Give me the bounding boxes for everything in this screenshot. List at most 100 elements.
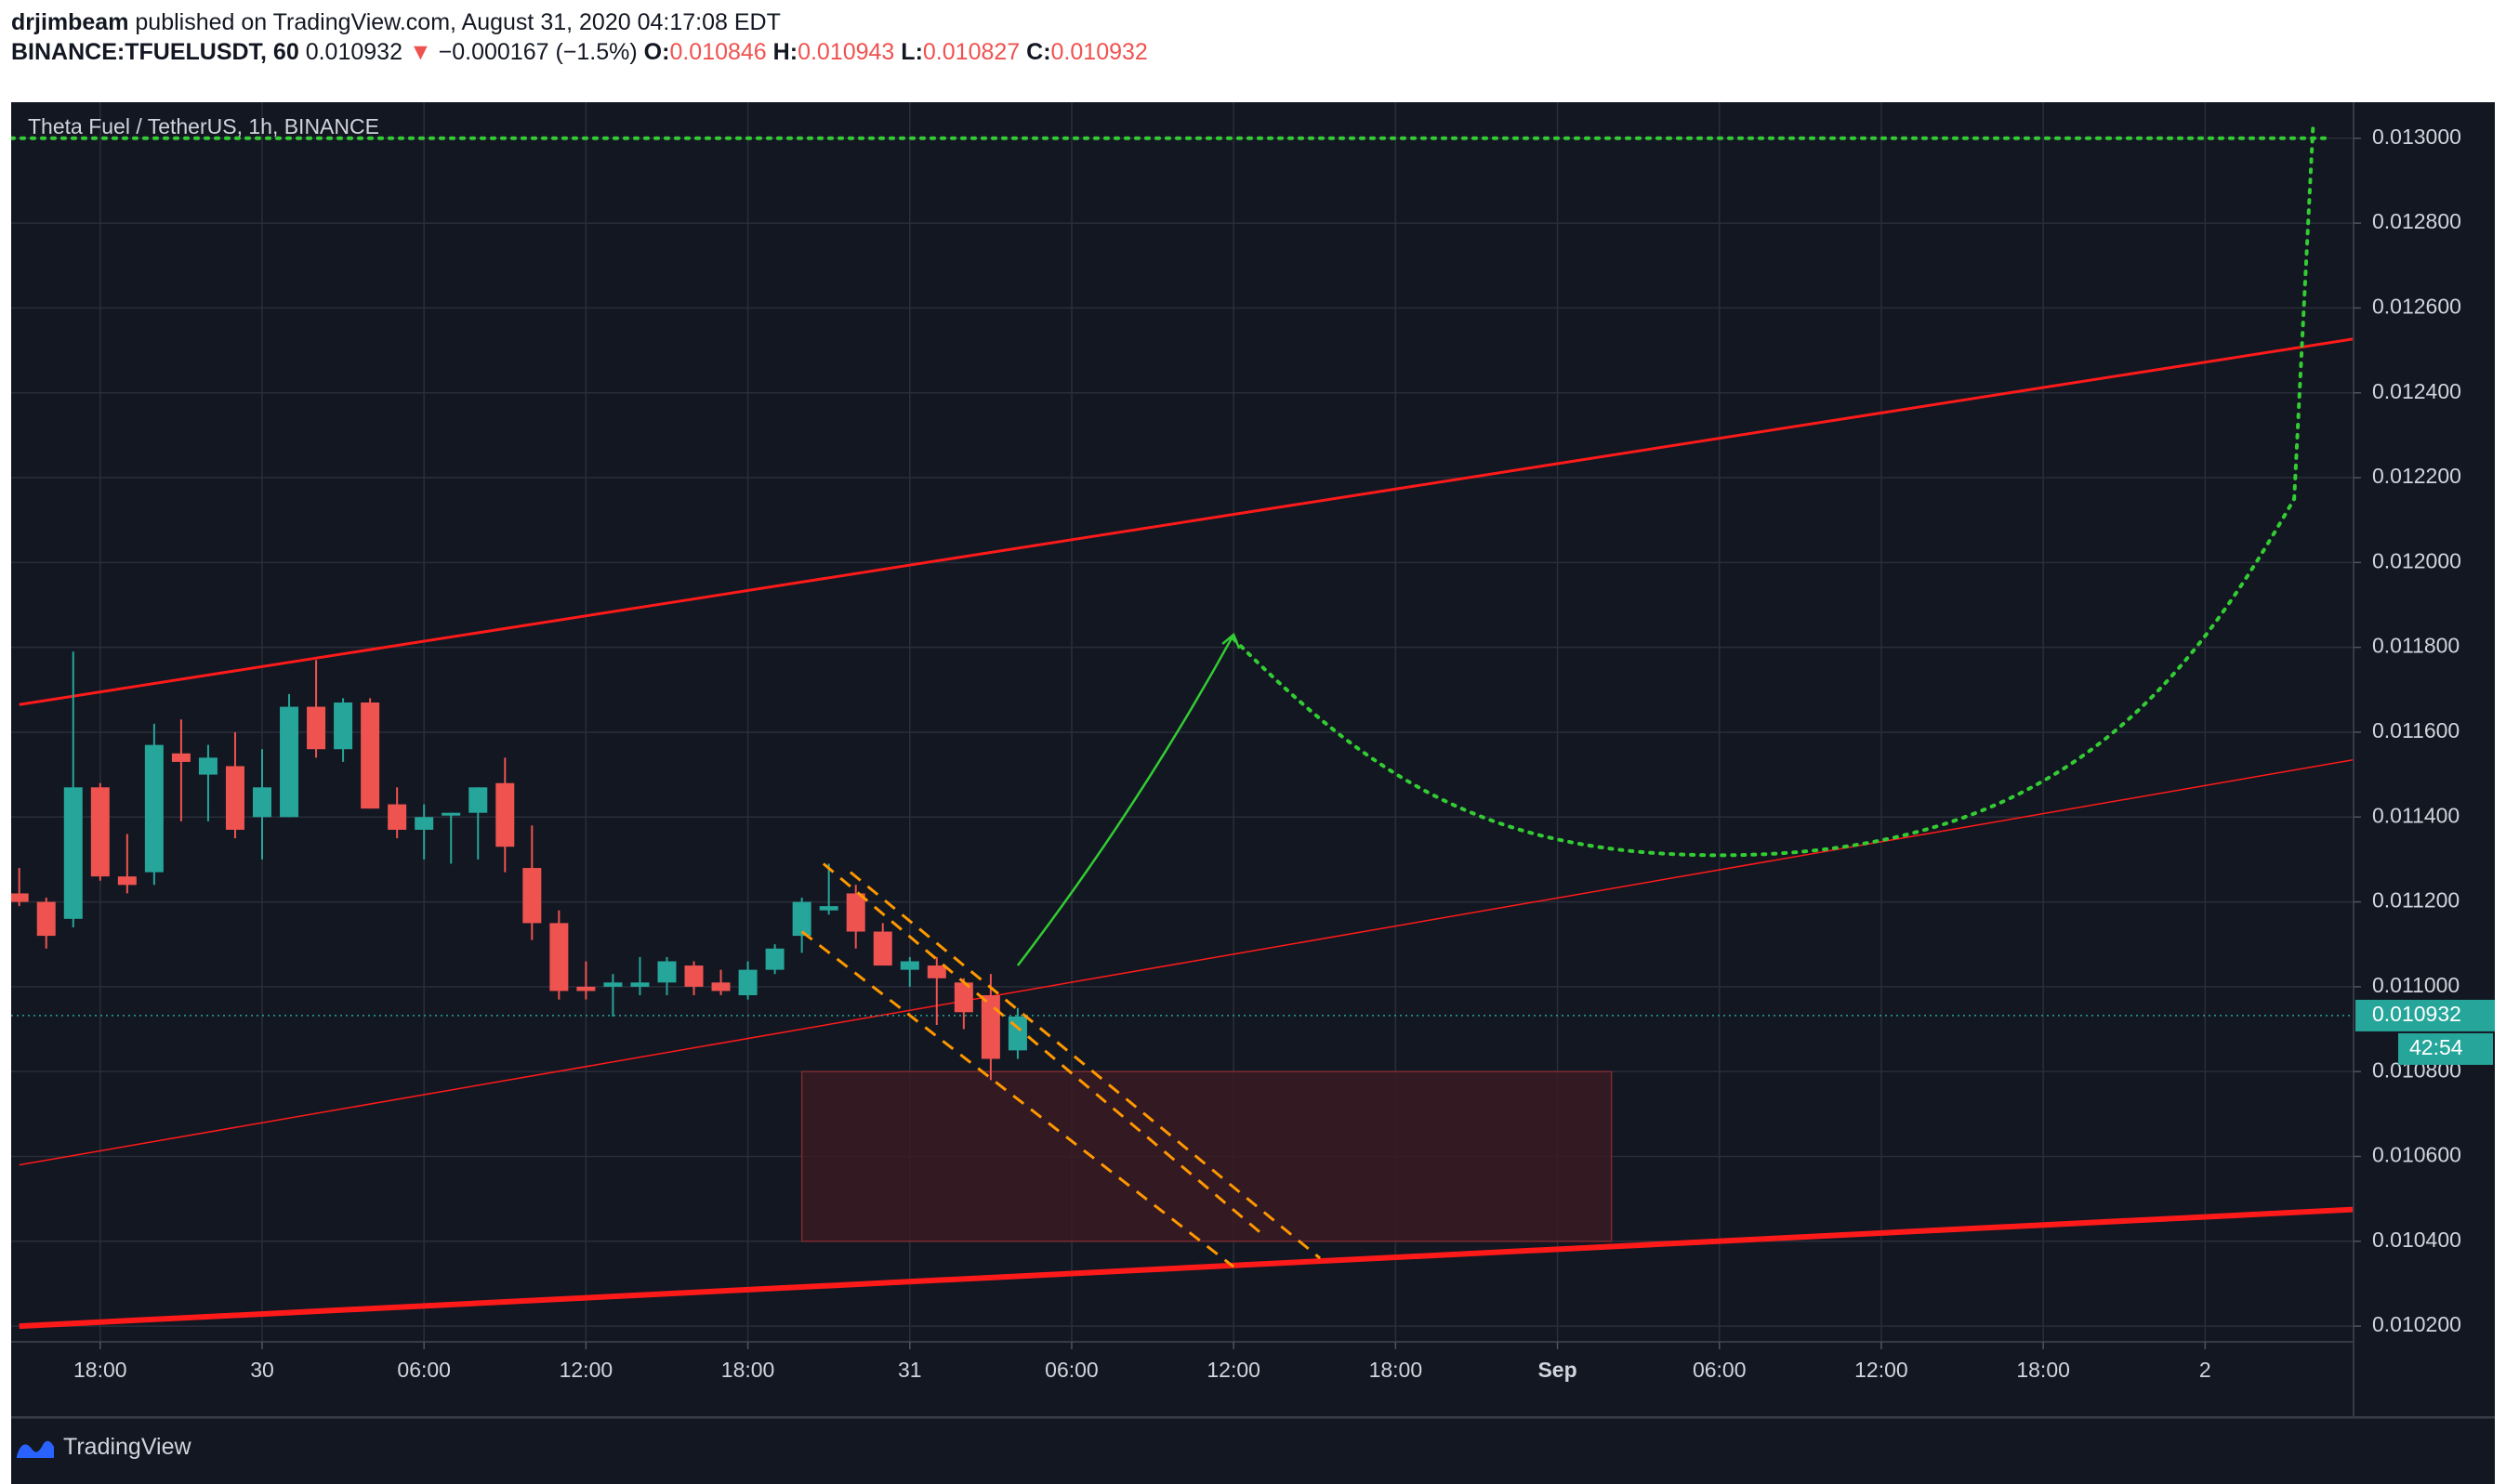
candle-body — [11, 893, 29, 902]
time-axis: 18:00 30 06:00 12:00 18:00 31 06:00 12:00 18:00 S… — [11, 1341, 2495, 1418]
candle-body — [684, 965, 704, 987]
candle — [442, 812, 461, 864]
support-zone — [800, 1070, 1613, 1242]
time-tick-label: 30 — [250, 1358, 274, 1382]
trendline-upper-channel — [19, 337, 2354, 706]
candle — [549, 910, 569, 1000]
price-axis: 0.013000 0.012800 0.012600 0.012400 0.012200… — [2353, 102, 2495, 1418]
chart-container[interactable]: 0.013000 0.012800 0.012600 0.012400 0.012200… — [11, 102, 2495, 1418]
price-tick-label: 0.012400 — [2372, 379, 2461, 403]
candle — [225, 731, 244, 839]
close-label: C: — [1026, 39, 1051, 65]
candle — [657, 956, 677, 996]
candle — [36, 898, 56, 949]
candle — [522, 825, 542, 940]
candle — [738, 961, 758, 1000]
candle — [576, 961, 596, 1000]
current-price-label: 0.010932 — [2372, 1002, 2461, 1026]
candle — [90, 782, 110, 881]
candle — [927, 956, 946, 1025]
candle — [873, 923, 892, 966]
orange-channel-line — [822, 862, 1262, 1234]
candle — [792, 898, 811, 953]
price-tick-label: 0.011600 — [2372, 718, 2460, 742]
candle-body — [549, 923, 569, 992]
projection-arrow — [1016, 634, 1235, 966]
candle — [198, 744, 218, 821]
candle-body — [388, 804, 407, 830]
chart-title: Theta Fuel / TetherUS, 1h, BINANCE — [28, 114, 379, 138]
publish-info: published on TradingView.com, August 31,… — [128, 9, 781, 35]
trendlines — [11, 337, 2354, 1330]
candle — [361, 698, 380, 809]
change-arrow-icon: ▼ — [408, 39, 432, 65]
candle — [954, 978, 973, 1030]
candle-body — [280, 706, 299, 818]
candle-body — [900, 961, 919, 970]
trendline-mid-channel — [19, 758, 2354, 1166]
candle-body — [657, 961, 677, 983]
current-price-badge — [2355, 999, 2495, 1031]
low-value: 0.010827 — [922, 39, 1021, 65]
time-tick-label: 12:00 — [560, 1358, 613, 1382]
candle-body — [1008, 1016, 1027, 1051]
candle-body — [711, 982, 731, 992]
author-name[interactable]: drjimbeam — [11, 9, 129, 35]
candle-body — [738, 969, 758, 996]
price-chart[interactable]: 0.013000 0.012800 0.012600 0.012400 0.012200… — [11, 102, 2495, 1418]
candle-body — [981, 995, 1000, 1059]
time-tick-label: Sep — [1537, 1358, 1576, 1382]
candle — [630, 956, 650, 996]
candle — [280, 693, 299, 818]
candle-body — [576, 986, 596, 992]
price-tick-label: 0.011000 — [2372, 973, 2460, 997]
tradingview-brand[interactable]: TradingView — [15, 1434, 191, 1461]
price-tick-label: 0.011400 — [2372, 803, 2460, 827]
candle — [603, 974, 623, 1017]
price-tick-label: 0.010600 — [2372, 1143, 2461, 1167]
time-tick-label: 18:00 — [1369, 1358, 1423, 1382]
candle — [711, 969, 731, 996]
cup-projection — [1232, 496, 2297, 858]
price-tick-label: 0.010200 — [2372, 1312, 2461, 1336]
time-tick-label: 18:00 — [73, 1358, 127, 1382]
candle-body — [361, 702, 380, 809]
orange-channel-line — [849, 871, 1322, 1260]
candle — [900, 956, 919, 987]
candle-body — [198, 757, 218, 775]
candle — [819, 863, 838, 915]
time-tick-label: 18:00 — [721, 1358, 775, 1382]
candle-body — [307, 706, 326, 750]
candle-body — [468, 787, 488, 813]
candle — [765, 944, 785, 975]
candle — [468, 787, 488, 860]
candle — [846, 885, 865, 949]
countdown-badge — [2398, 1032, 2493, 1065]
time-tick-label: 06:00 — [1045, 1358, 1099, 1382]
price-tick-label: 0.012600 — [2372, 294, 2461, 318]
tradingview-logo-icon — [17, 1440, 54, 1458]
candle-body — [873, 931, 892, 966]
tradingview-label: TradingView — [63, 1434, 191, 1460]
trendline-lower-channel — [19, 1206, 2354, 1330]
candle — [253, 749, 271, 860]
price-tick-label: 0.012200 — [2372, 464, 2461, 488]
close-value: 0.010932 — [1050, 39, 1148, 65]
countdown-label: 42:54 — [2409, 1035, 2463, 1059]
candle — [388, 787, 407, 839]
candle — [981, 974, 1000, 1081]
time-tick-label: 18:00 — [2016, 1358, 2070, 1382]
candle-body — [90, 787, 110, 877]
breakout-projection — [2292, 124, 2315, 501]
arrow-head-icon — [1221, 632, 1241, 650]
time-tick-label: 31 — [898, 1358, 922, 1382]
ohlc-line: BINANCE:TFUELUSDT, 60 0.010932 ▼ −0.0001… — [11, 37, 2495, 67]
candle — [171, 719, 191, 821]
open-label: O: — [643, 39, 670, 65]
price-tick-label: 0.012000 — [2372, 548, 2461, 572]
candle-body — [63, 787, 83, 919]
symbol-label: BINANCE:TFUELUSDT, 60 — [11, 39, 299, 65]
price-tick-label: 0.010400 — [2372, 1228, 2461, 1252]
candle-body — [36, 901, 56, 937]
time-tick-label: 06:00 — [1693, 1358, 1747, 1382]
